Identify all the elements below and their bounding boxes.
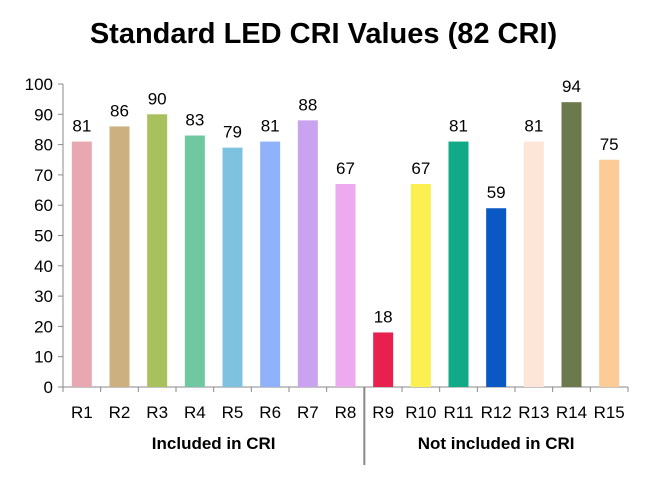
- x-tick-label-r10: R10: [405, 403, 436, 422]
- data-label-r3: 90: [148, 89, 167, 108]
- bar-r1: [71, 141, 92, 387]
- y-tick-label: 10: [34, 348, 53, 367]
- data-label-r12: 59: [487, 183, 506, 202]
- data-label-r13: 81: [524, 117, 543, 136]
- bars: [71, 102, 620, 388]
- x-tick-label-r7: R7: [297, 403, 319, 422]
- chart-title: Standard LED CRI Values (82 CRI): [89, 18, 558, 50]
- bar-r3: [147, 114, 168, 388]
- group-label-0: Included in CRI: [152, 434, 276, 453]
- bar-r11: [448, 141, 469, 387]
- labels: 81 R1 86 R2 90 R3 83 R4 79 R5 81 R6 88 R7 67 R8 18 R9 67 R1…: [71, 77, 625, 453]
- data-label-r6: 81: [261, 117, 280, 136]
- x-tick-label-r6: R6: [259, 403, 281, 422]
- data-label-r15: 75: [600, 135, 619, 154]
- bar-r10: [410, 183, 431, 387]
- y-tick-label: 20: [34, 317, 53, 336]
- data-label-r11: 81: [449, 117, 468, 136]
- y-tick-label: 0: [44, 378, 53, 397]
- data-label-r8: 67: [336, 159, 355, 178]
- bar-r4: [184, 135, 205, 387]
- x-tick-label-r13: R13: [518, 403, 549, 422]
- y-tick-label: 40: [34, 257, 53, 276]
- x-tick-label-r5: R5: [222, 403, 244, 422]
- y-tick-label: 60: [34, 196, 53, 215]
- y-tick-label: 50: [34, 227, 53, 246]
- data-label-r2: 86: [110, 101, 129, 120]
- x-tick-label-r14: R14: [556, 403, 587, 422]
- bar-r2: [109, 126, 130, 388]
- data-label-r5: 79: [223, 123, 242, 142]
- data-label-r4: 83: [185, 111, 204, 130]
- data-label-r10: 67: [411, 159, 430, 178]
- bar-r6: [260, 141, 281, 387]
- bar-r9: [373, 332, 394, 387]
- group-label-1: Not included in CRI: [418, 434, 575, 453]
- x-tick-label-r9: R9: [372, 403, 394, 422]
- y-tick-label: 70: [34, 166, 53, 185]
- data-label-r1: 81: [72, 117, 91, 136]
- y-tick-label: 90: [34, 105, 53, 124]
- bar-r14: [561, 102, 582, 388]
- data-label-r7: 88: [298, 95, 317, 114]
- y-tick-label: 30: [34, 287, 53, 306]
- x-tick-label-r1: R1: [71, 403, 93, 422]
- data-label-r14: 94: [562, 77, 581, 96]
- x-tick-label-r8: R8: [335, 403, 357, 422]
- bar-r8: [335, 183, 356, 387]
- x-tick-label-r2: R2: [109, 403, 131, 422]
- bar-r5: [222, 147, 243, 387]
- bar-r12: [486, 208, 507, 387]
- x-tick-label-r15: R15: [594, 403, 625, 422]
- bar-r15: [599, 159, 620, 387]
- x-tick-label-r12: R12: [481, 403, 512, 422]
- bar-r13: [523, 141, 544, 387]
- data-label-r9: 18: [374, 307, 393, 326]
- x-tick-label-r11: R11: [444, 403, 474, 422]
- x-tick-label-r3: R3: [146, 403, 168, 422]
- x-tick-label-r4: R4: [184, 403, 206, 422]
- y-tick-label: 100: [25, 75, 53, 94]
- y-tick-label: 80: [34, 136, 53, 155]
- bar-r7: [297, 120, 318, 388]
